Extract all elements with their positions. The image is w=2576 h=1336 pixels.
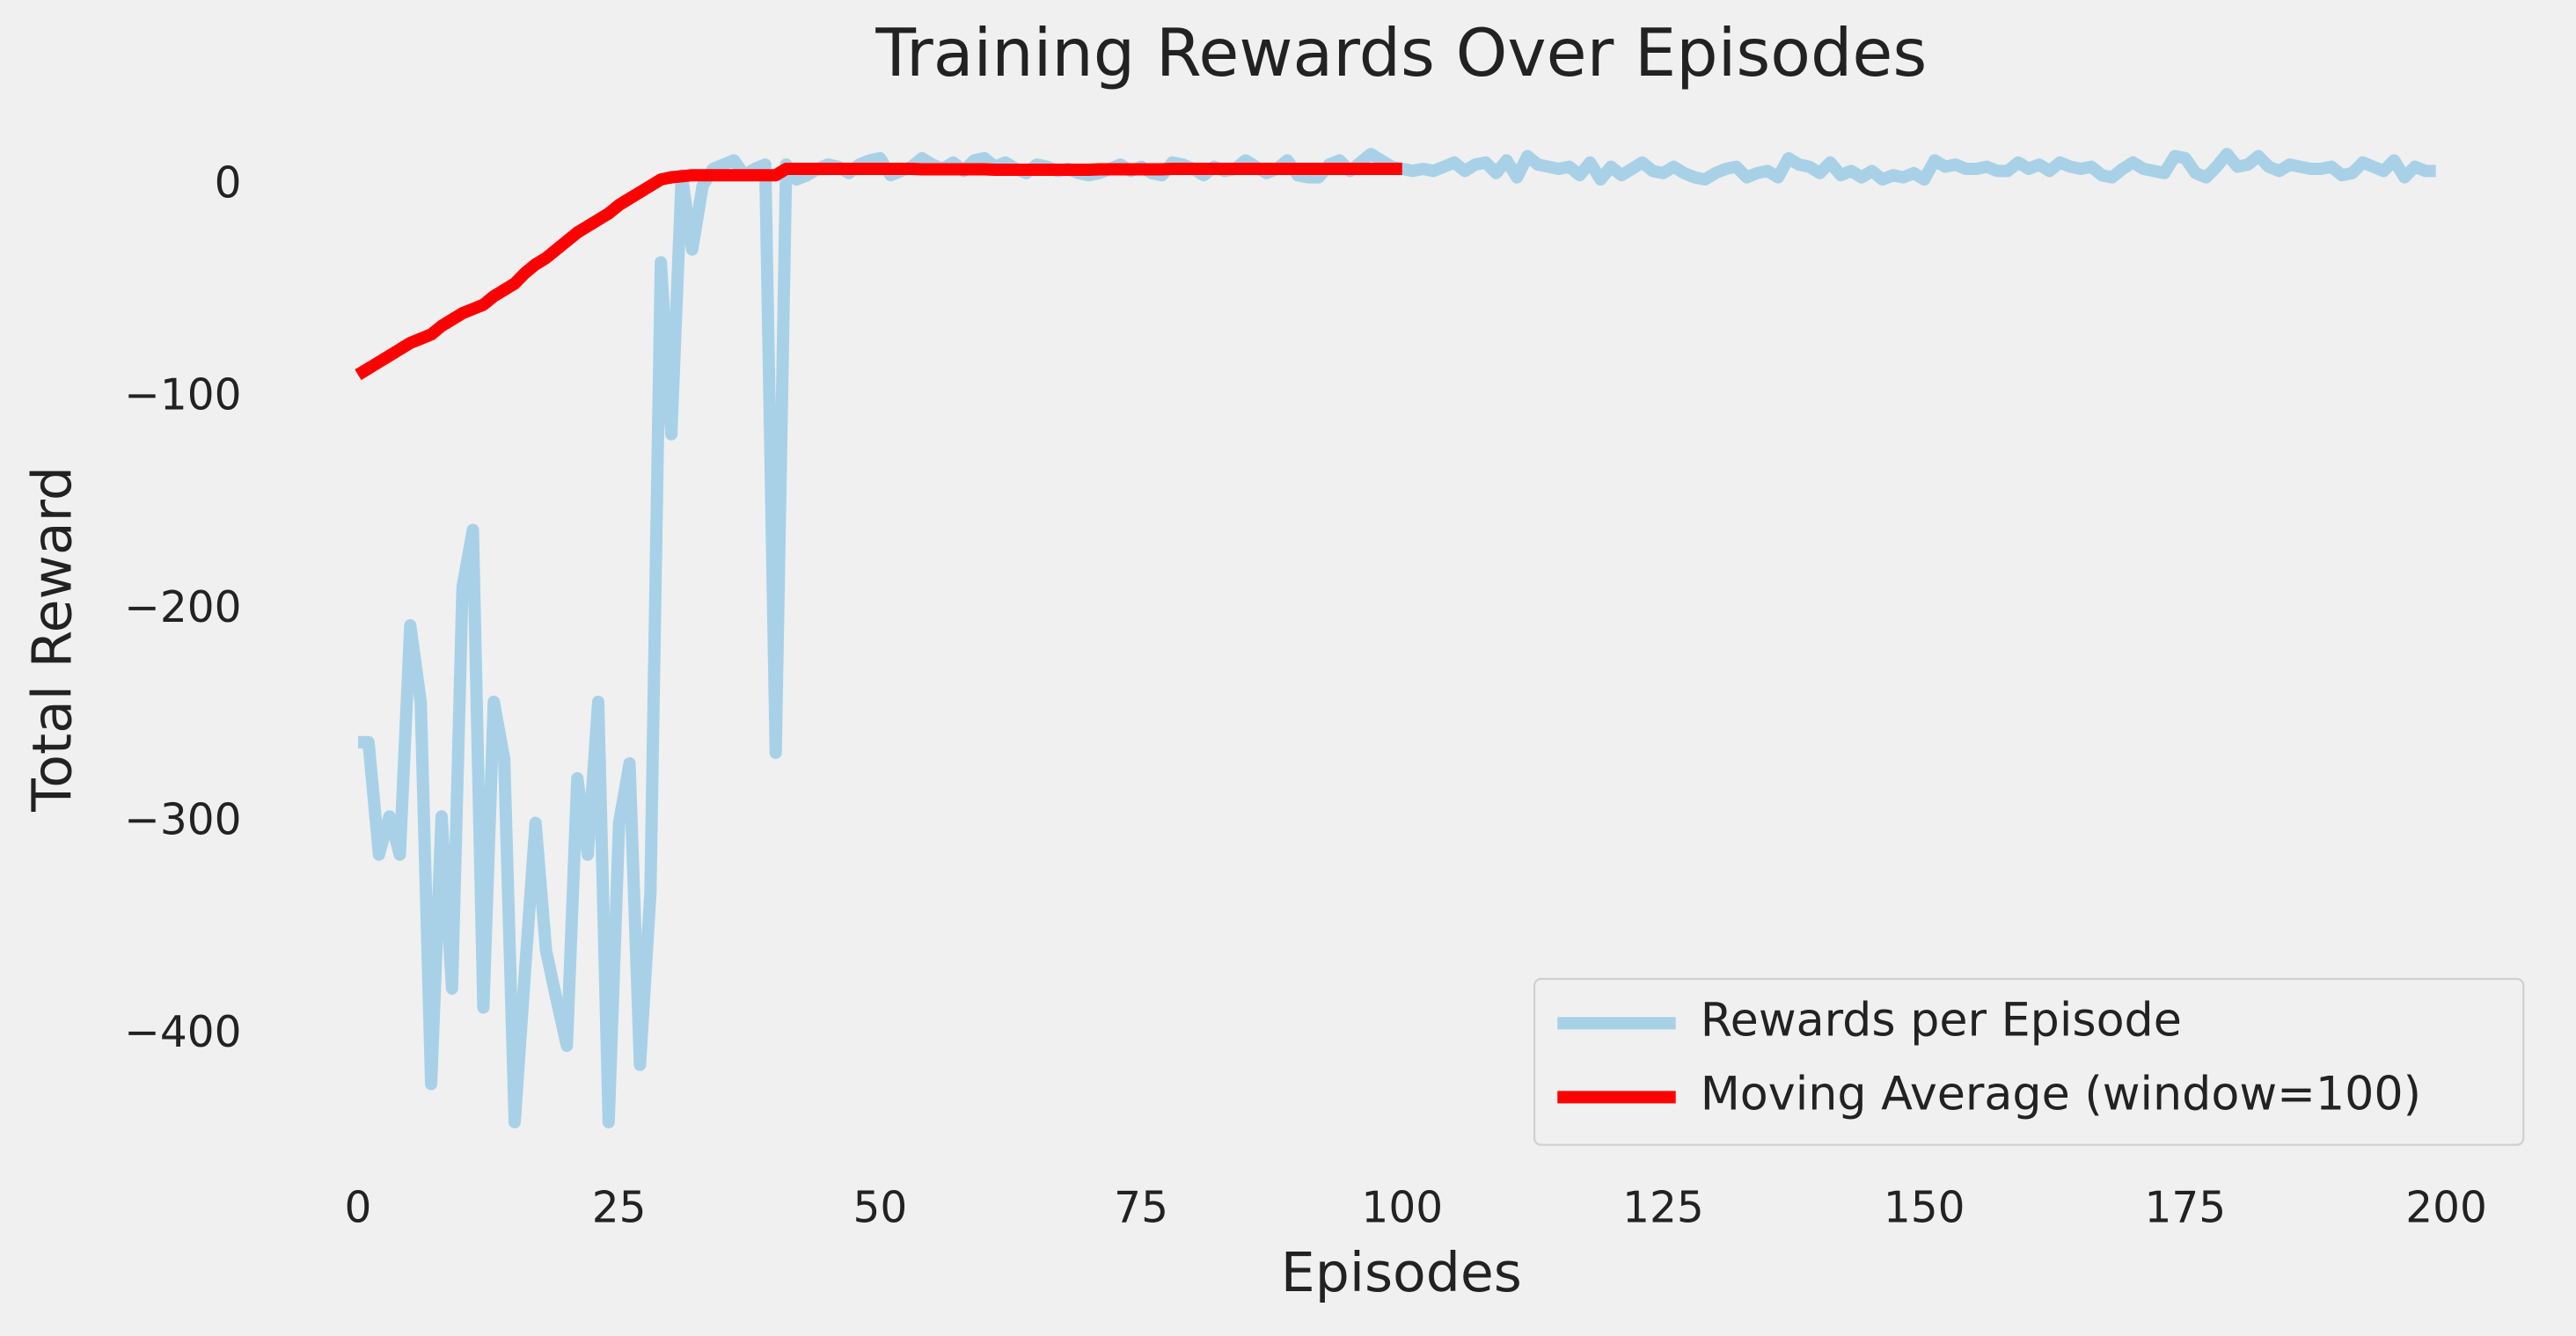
- legend-box: [1533, 977, 2525, 1146]
- legend-label: Moving Average (window=100): [1701, 1067, 2421, 1121]
- y-tick-label: −300: [124, 796, 241, 845]
- plot-area: −400 −300 −200 −100 0 0 25 50 75 100 125 150 175 200: [124, 148, 2487, 1232]
- y-axis-label: Total Reward: [21, 466, 84, 813]
- series-line: [355, 162, 1402, 381]
- x-tick-label: 100: [1361, 1183, 1443, 1232]
- x-tick-label: 0: [345, 1183, 372, 1232]
- x-tick-label: 75: [1114, 1183, 1168, 1232]
- y-tick-label: 0: [215, 158, 242, 208]
- legend: Rewards per Episode Moving Average (windo…: [1533, 977, 2525, 1146]
- y-tick-label: −400: [124, 1008, 241, 1057]
- x-tick-label: 50: [853, 1183, 907, 1232]
- y-tick-label: −100: [124, 371, 241, 420]
- x-axis-label: Episodes: [1281, 1241, 1522, 1304]
- x-tick-label: 125: [1622, 1183, 1704, 1232]
- x-tick-label: 200: [2405, 1183, 2487, 1232]
- y-tick-label: −200: [124, 583, 241, 632]
- legend-label: Rewards per Episode: [1701, 993, 2182, 1047]
- x-tick-label: 175: [2145, 1183, 2227, 1232]
- x-tick-label: 25: [592, 1183, 647, 1232]
- x-tick-label: 150: [1884, 1183, 1965, 1232]
- chart-title: Training Rewards Over Episodes: [875, 15, 1927, 91]
